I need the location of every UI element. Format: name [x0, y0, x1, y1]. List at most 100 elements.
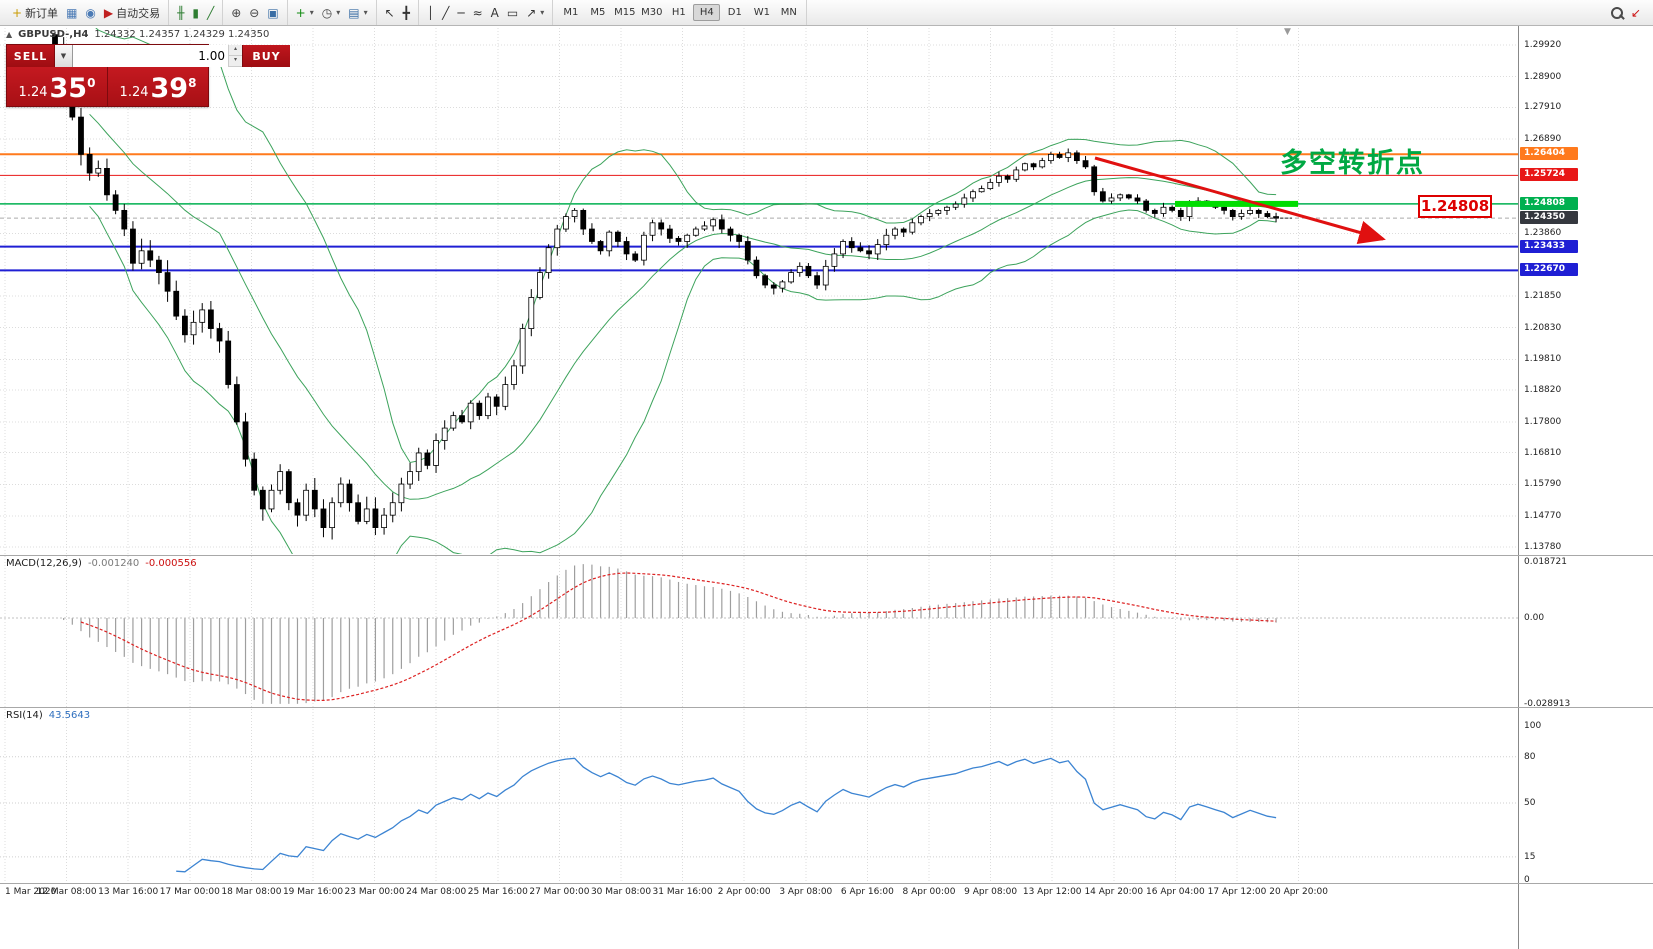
zoom-in-icon[interactable]: ⊕ [231, 5, 242, 20]
one-click-toggle[interactable]: ▲ [6, 30, 13, 39]
time-label: 31 Mar 16:00 [652, 887, 713, 897]
spin-down-icon[interactable]: ▾ [229, 56, 242, 67]
price-label: 1.23860 [1524, 228, 1562, 239]
time-label: 17 Apr 12:00 [1207, 887, 1267, 897]
time-label: 9 Apr 08:00 [964, 887, 1018, 897]
search-icon[interactable] [1608, 5, 1626, 21]
price-level-tag[interactable]: 1.26404 [1520, 147, 1578, 161]
price-label: 1.16810 [1524, 447, 1562, 458]
rsi-scale-label: 50 [1524, 798, 1536, 808]
price-label: 1.20830 [1524, 322, 1562, 333]
time-label: 13 Apr 12:00 [1022, 887, 1082, 897]
timeframe-group: M1 M5 M15 M30 H1 H4 D1 W1 MN [553, 0, 808, 25]
rsi-label: RSI(14) 43.5643 [6, 710, 90, 721]
symbol-ohlc: 1.24332 1.24357 1.24329 1.24350 [94, 29, 270, 40]
wave-tool-icon[interactable]: ≈ [472, 5, 483, 20]
dropdown-group: + ▾ ◷ ▾ ▤ ▾ [288, 0, 377, 25]
chart-shift-marker-icon: ▼ [1284, 27, 1291, 37]
tf-w1-button[interactable]: W1 [753, 7, 770, 18]
time-axis[interactable]: 1 Mar 2020 12 Mar 08:00 13 Mar 16:00 17 Mar… [0, 884, 1518, 902]
time-label: 19 Mar 16:00 [282, 887, 344, 897]
price-label: 1.15790 [1524, 479, 1562, 490]
templates-button[interactable]: ▤ ▾ [348, 5, 368, 20]
price-level-tag[interactable]: 1.24350 [1520, 211, 1578, 225]
tf-h4-button[interactable]: H4 [693, 4, 721, 21]
time-label: 25 Mar 16:00 [467, 887, 528, 897]
time-label: 17 Mar 00:00 [159, 887, 220, 897]
tf-m5-button[interactable]: M5 [590, 7, 606, 18]
tf-h1-button[interactable]: H1 [671, 7, 686, 18]
price-level-tag[interactable]: 1.22670 [1520, 263, 1578, 277]
market-watch-icon[interactable]: ◉ [85, 5, 96, 20]
bar-chart-icon[interactable]: ╫ [177, 5, 185, 20]
horizontal-line-icon[interactable]: ─ [457, 5, 465, 20]
price-label: 1.19810 [1524, 354, 1562, 365]
panel-separator[interactable] [0, 707, 1653, 708]
rsi-scale-label: 15 [1524, 851, 1536, 862]
price-level-tag[interactable]: 1.23433 [1520, 239, 1578, 253]
price-label: 1.13780 [1524, 541, 1562, 552]
rsi-value: 43.5643 [48, 710, 91, 721]
time-label: 2 Apr 00:00 [717, 887, 771, 897]
auto-trading-button[interactable]: ▶ 自动交易 [103, 5, 161, 20]
time-label: 1 Mar 2020 [5, 887, 57, 897]
tile-windows-icon[interactable]: ▣ [267, 5, 279, 20]
lot-field: ▴ ▾ [73, 45, 242, 67]
macd-scale-label: 0.00 [1524, 613, 1545, 623]
buy-button[interactable]: BUY [242, 45, 290, 67]
candlestick-icon[interactable]: ▮ [192, 5, 199, 20]
time-label: 6 Apr 16:00 [840, 887, 894, 897]
buy-price-big: 39 [150, 73, 189, 104]
sell-price-big: 35 [49, 73, 88, 104]
time-label: 16 Apr 04:00 [1146, 887, 1205, 897]
new-order-button[interactable]: + 新订单 [12, 5, 59, 20]
price-label: 1.17800 [1524, 416, 1562, 427]
chart-symbol-info: ▲ GBPUSD-,H4 1.24332 1.24357 1.24329 1.2… [6, 29, 269, 40]
trade-group: + 新订单 ▦ ◉ ▶ 自动交易 [4, 0, 170, 25]
indicators-button[interactable]: + ▾ [295, 5, 314, 20]
text-label-icon[interactable]: ▭ [506, 5, 519, 20]
zoom-out-icon[interactable]: ⊖ [249, 5, 260, 20]
crosshair-icon[interactable]: ╋ [402, 5, 410, 20]
sell-price[interactable]: 1.24 35 0 [7, 67, 107, 106]
rsi-scale-label: 0 [1524, 875, 1530, 885]
price-axis[interactable]: 1.29920 1.28900 1.27910 1.26890 1.23860 1.218… [1518, 25, 1653, 949]
sell-price-sup: 0 [87, 76, 96, 90]
tf-m1-button[interactable]: M1 [563, 7, 579, 18]
text-tool-icon[interactable]: A [490, 5, 499, 20]
panel-separator[interactable] [0, 555, 1653, 556]
vertical-line-icon[interactable]: │ [426, 5, 435, 20]
lot-spinner: ▴ ▾ [228, 45, 242, 67]
macd-scale-label: 0.018721 [1524, 557, 1567, 568]
toolbar: + 新订单 ▦ ◉ ▶ 自动交易 ╫ ▮ ╱ ⊕ ⊖ ▣ + ▾ ◷ ▾ ▤ ▾ ↖ ╋ │ ╱ ─ ≈ A ▭ ↗ ▾ M1 M5 M15… [0, 0, 1653, 26]
price-level-tag[interactable]: 1.25724 [1520, 168, 1578, 182]
price-level-tag[interactable]: 1.24808 [1520, 196, 1578, 210]
trendline-icon[interactable]: ╱ [442, 5, 450, 20]
red-arrow-icon[interactable]: ↙ [1630, 5, 1641, 20]
periods-button[interactable]: ◷ ▾ [321, 5, 341, 20]
tf-mn-button[interactable]: MN [780, 7, 797, 18]
spin-up-icon[interactable]: ▴ [229, 45, 242, 56]
draw-group: │ ╱ ─ ≈ A ▭ ↗ ▾ [419, 0, 554, 25]
buy-price-head: 1.24 [119, 85, 149, 100]
chart-window-icon[interactable]: ▦ [66, 5, 78, 20]
lot-size-input[interactable] [73, 45, 228, 67]
sell-button[interactable]: SELL [7, 45, 55, 67]
time-label: 3 Apr 08:00 [779, 887, 833, 897]
macd-scale-label: -0.028913 [1524, 698, 1571, 709]
cursor-icon[interactable]: ↖ [384, 5, 395, 20]
lot-preset-dropdown[interactable]: ▼ [55, 45, 73, 67]
buy-price[interactable]: 1.24 39 8 [108, 67, 208, 106]
line-chart-icon[interactable]: ╱ [206, 5, 215, 20]
macd-value-main: -0.001240 [87, 558, 140, 569]
tf-m15-button[interactable]: M15 [614, 7, 636, 18]
rsi-name: RSI(14) [6, 710, 43, 721]
price-label: 1.29920 [1524, 39, 1562, 50]
price-label: 1.14770 [1524, 511, 1562, 522]
time-label: 20 Apr 20:00 [1269, 887, 1328, 897]
arrows-tool-button[interactable]: ↗ ▾ [526, 5, 545, 20]
tf-m30-button[interactable]: M30 [641, 7, 663, 18]
tf-d1-button[interactable]: D1 [727, 7, 742, 18]
